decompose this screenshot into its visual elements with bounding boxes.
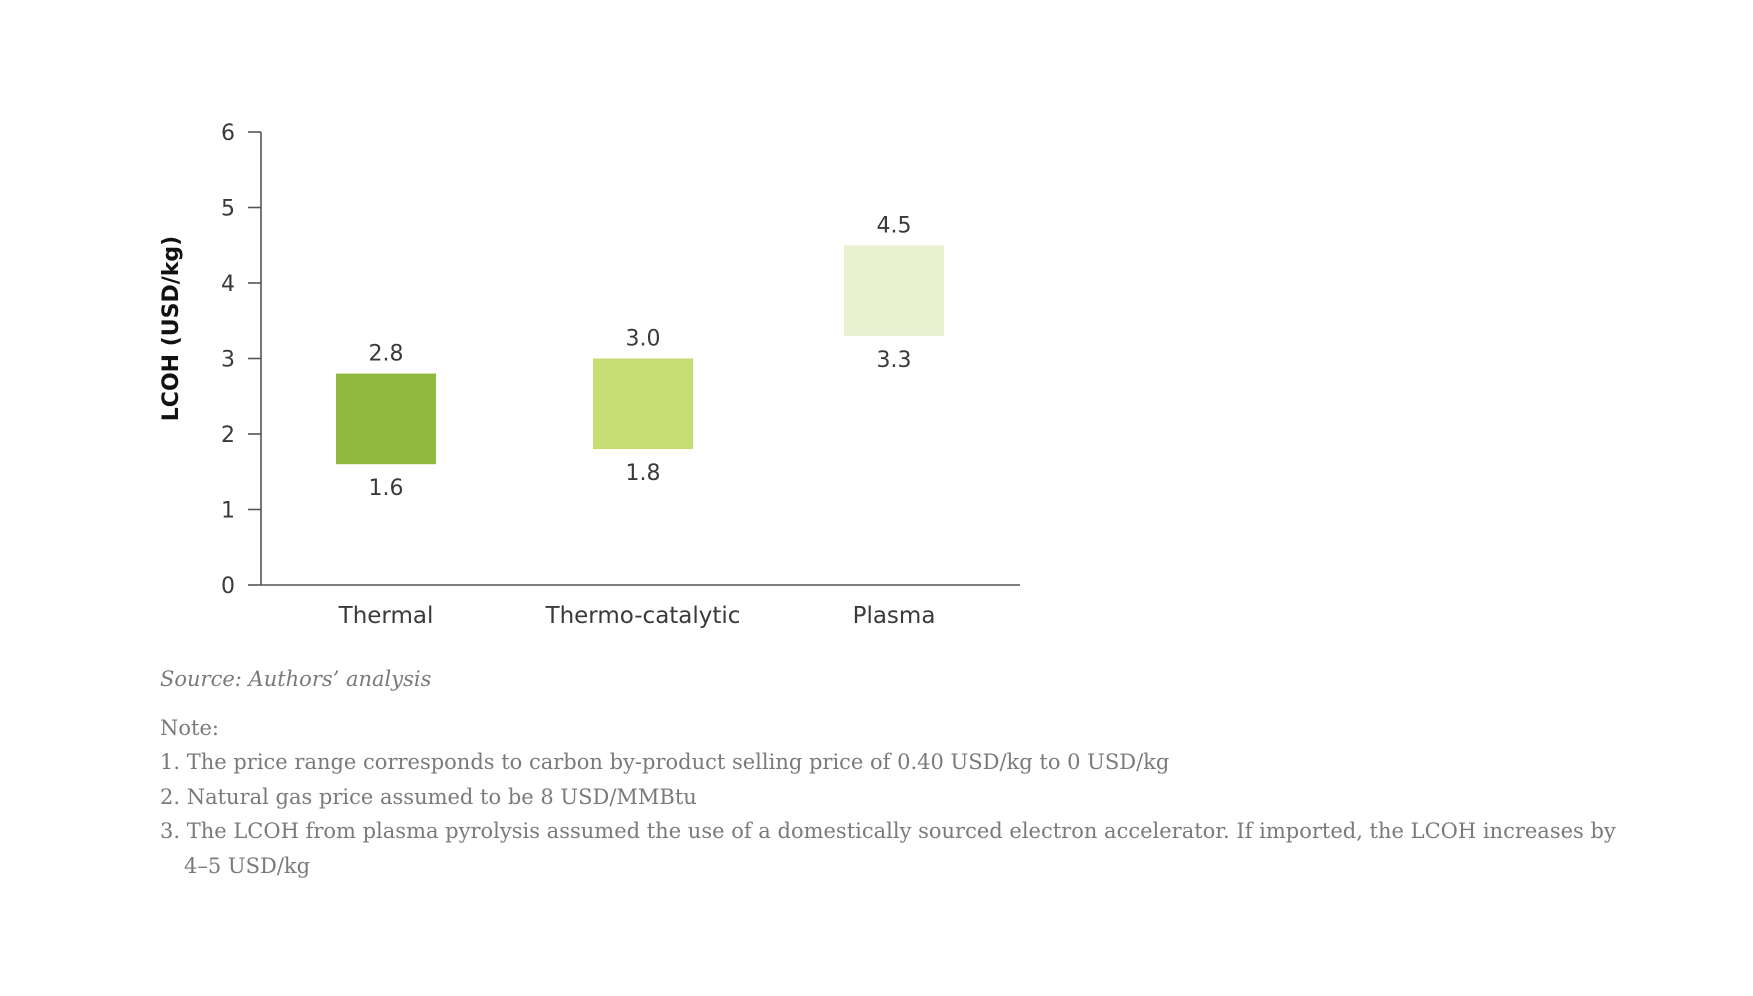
range-bar-chart: 0 1 2 3 4 5 6 Thermal Thermo-catalytic Plasma 2.… (159, 121, 1020, 629)
range-bar (336, 373, 436, 465)
range-bar (844, 245, 944, 336)
y-axis-title: LCOH (USD/kg) (159, 236, 184, 421)
value-labels: 2.8 1.6 3.0 1.8 4.5 3.3 (369, 213, 912, 501)
notes-block: Source: Authors’ analysis Note: 1. The p… (160, 662, 1620, 883)
note-item-1: 1. The price range corresponds to carbon… (160, 750, 1170, 774)
y-tick-label: 4 (221, 272, 235, 297)
high-value-label: 2.8 (369, 342, 404, 367)
high-value-label: 4.5 (877, 213, 912, 238)
note-heading: Note: (160, 715, 219, 740)
y-tick-label: 2 (221, 423, 235, 448)
y-axis: 0 1 2 3 4 5 6 (221, 121, 262, 599)
y-tick-label: 5 (221, 197, 235, 222)
x-category-label: Plasma (853, 603, 936, 629)
note-item-3: 3. The LCOH from plasma pyrolysis assume… (160, 819, 1616, 878)
x-axis: Thermal Thermo-catalytic Plasma (261, 584, 1020, 629)
low-value-label: 1.6 (369, 476, 404, 501)
high-value-label: 3.0 (626, 327, 661, 352)
range-bars (336, 245, 944, 465)
range-bar (593, 358, 693, 450)
y-tick-label: 3 (221, 348, 235, 373)
y-tick-label: 0 (221, 574, 235, 599)
low-value-label: 1.8 (626, 461, 661, 486)
x-category-label: Thermo-catalytic (545, 603, 741, 629)
note-item-2: 2. Natural gas price assumed to be 8 USD… (160, 784, 697, 809)
low-value-label: 3.3 (877, 348, 912, 373)
x-category-label: Thermal (338, 603, 434, 629)
source-line: Source: Authors’ analysis (160, 667, 432, 691)
y-tick-label: 1 (221, 499, 235, 524)
y-tick-label: 6 (221, 121, 235, 146)
